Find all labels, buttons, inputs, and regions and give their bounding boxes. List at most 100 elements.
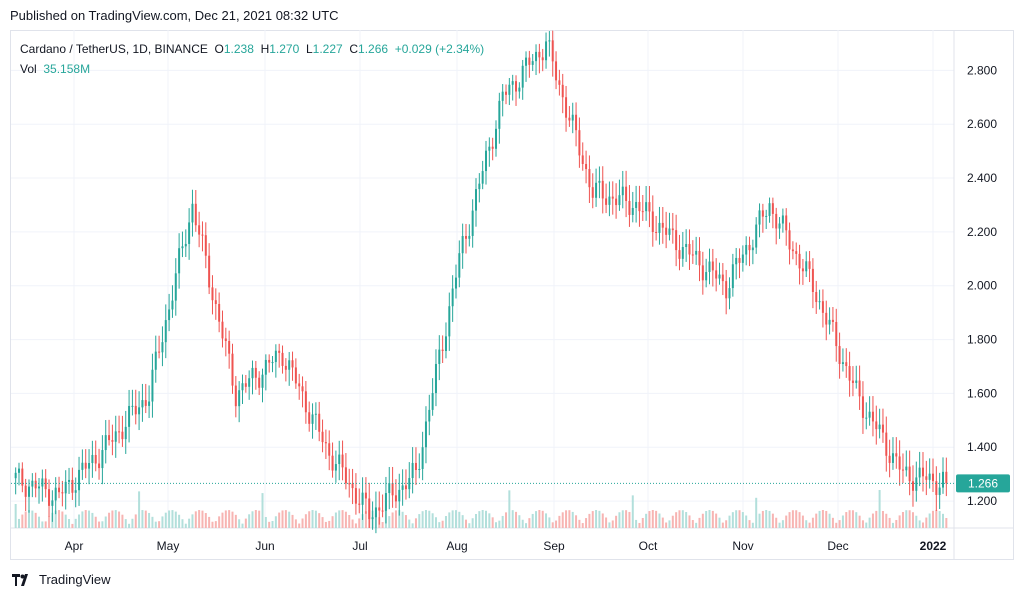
candle-body[interactable]	[78, 469, 81, 491]
candle-body[interactable]	[858, 380, 861, 397]
candle-body[interactable]	[301, 386, 304, 392]
candle-body[interactable]	[545, 41, 548, 61]
candle-body[interactable]	[758, 210, 761, 225]
candle-body[interactable]	[528, 57, 531, 65]
candle-body[interactable]	[451, 288, 454, 307]
candle-body[interactable]	[388, 483, 391, 494]
candle-body[interactable]	[421, 447, 424, 469]
candle-body[interactable]	[765, 215, 768, 217]
candle-body[interactable]	[278, 350, 281, 353]
candle-body[interactable]	[705, 272, 708, 281]
candle-body[interactable]	[638, 201, 641, 212]
candle-body[interactable]	[741, 254, 744, 263]
candle-body[interactable]	[698, 250, 701, 266]
candle-body[interactable]	[868, 411, 871, 418]
candle-body[interactable]	[304, 391, 307, 413]
candle-body[interactable]	[861, 396, 864, 418]
candle-body[interactable]	[194, 203, 197, 226]
candle-body[interactable]	[24, 485, 27, 497]
candle-body[interactable]	[254, 367, 257, 378]
candle-body[interactable]	[668, 228, 671, 235]
candle-body[interactable]	[51, 500, 54, 506]
candle-body[interactable]	[838, 346, 841, 364]
candle-body[interactable]	[505, 91, 508, 95]
candle-body[interactable]	[835, 321, 838, 347]
candle-body[interactable]	[481, 171, 484, 184]
candle-body[interactable]	[541, 57, 544, 61]
candle-body[interactable]	[731, 264, 734, 289]
candle-body[interactable]	[401, 485, 404, 490]
candle-body[interactable]	[675, 230, 678, 251]
candle-body[interactable]	[878, 424, 881, 430]
candle-body[interactable]	[144, 400, 147, 406]
candle-body[interactable]	[655, 232, 658, 234]
candle-body[interactable]	[928, 473, 931, 480]
candle-body[interactable]	[424, 421, 427, 448]
candle-body[interactable]	[671, 228, 674, 231]
candle-body[interactable]	[128, 405, 131, 427]
candle-body[interactable]	[214, 300, 217, 304]
candle-body[interactable]	[168, 309, 171, 321]
candle-body[interactable]	[38, 486, 41, 489]
candle-body[interactable]	[288, 360, 291, 370]
candle-body[interactable]	[681, 247, 684, 259]
candle-body[interactable]	[761, 210, 764, 217]
candle-body[interactable]	[535, 51, 538, 62]
candle-body[interactable]	[138, 407, 141, 415]
candle-body[interactable]	[575, 114, 578, 131]
candle-body[interactable]	[605, 198, 608, 205]
candle-body[interactable]	[224, 338, 227, 341]
candle-body[interactable]	[821, 301, 824, 313]
candle-body[interactable]	[791, 249, 794, 252]
candle-body[interactable]	[538, 51, 541, 58]
candle-body[interactable]	[498, 100, 501, 129]
candle-body[interactable]	[204, 235, 207, 256]
candle-body[interactable]	[188, 222, 191, 244]
candle-body[interactable]	[88, 463, 91, 469]
candle-body[interactable]	[418, 468, 421, 471]
candle-body[interactable]	[41, 478, 44, 487]
candle-body[interactable]	[268, 359, 271, 363]
candle-body[interactable]	[354, 488, 357, 504]
candle-body[interactable]	[631, 207, 634, 215]
candle-body[interactable]	[648, 202, 651, 212]
candle-body[interactable]	[111, 440, 114, 442]
candle-body[interactable]	[328, 443, 331, 456]
candle-body[interactable]	[911, 481, 914, 491]
candle-body[interactable]	[391, 483, 394, 496]
candle-body[interactable]	[568, 117, 571, 121]
candle-body[interactable]	[201, 234, 204, 236]
candle-body[interactable]	[701, 265, 704, 281]
candle-body[interactable]	[901, 469, 904, 471]
candle-body[interactable]	[378, 507, 381, 511]
candle-body[interactable]	[448, 306, 451, 337]
candle-body[interactable]	[778, 223, 781, 229]
candle-body[interactable]	[118, 431, 121, 433]
candle-body[interactable]	[555, 61, 558, 81]
candle-body[interactable]	[151, 369, 154, 402]
candle-body[interactable]	[341, 454, 344, 468]
candle-body[interactable]	[281, 352, 284, 366]
candle-body[interactable]	[848, 366, 851, 381]
candle-body[interactable]	[898, 456, 901, 470]
candle-body[interactable]	[238, 390, 241, 407]
candle-body[interactable]	[364, 492, 367, 499]
candle-body[interactable]	[234, 385, 237, 407]
candle-body[interactable]	[71, 479, 74, 493]
candle-body[interactable]	[44, 478, 47, 490]
candle-body[interactable]	[171, 300, 174, 310]
candle-body[interactable]	[28, 486, 31, 497]
tradingview-brand[interactable]: TradingView	[12, 572, 111, 587]
candle-body[interactable]	[411, 462, 414, 479]
candle-body[interactable]	[905, 466, 908, 471]
candle-body[interactable]	[18, 468, 21, 473]
candle-body[interactable]	[198, 225, 201, 235]
candle-body[interactable]	[68, 479, 71, 482]
candle-body[interactable]	[501, 91, 504, 101]
candle-body[interactable]	[525, 57, 528, 66]
candle-body[interactable]	[808, 261, 811, 269]
candle-body[interactable]	[591, 187, 594, 198]
candle-body[interactable]	[248, 378, 251, 387]
candle-body[interactable]	[191, 203, 194, 223]
candle-body[interactable]	[14, 472, 17, 479]
